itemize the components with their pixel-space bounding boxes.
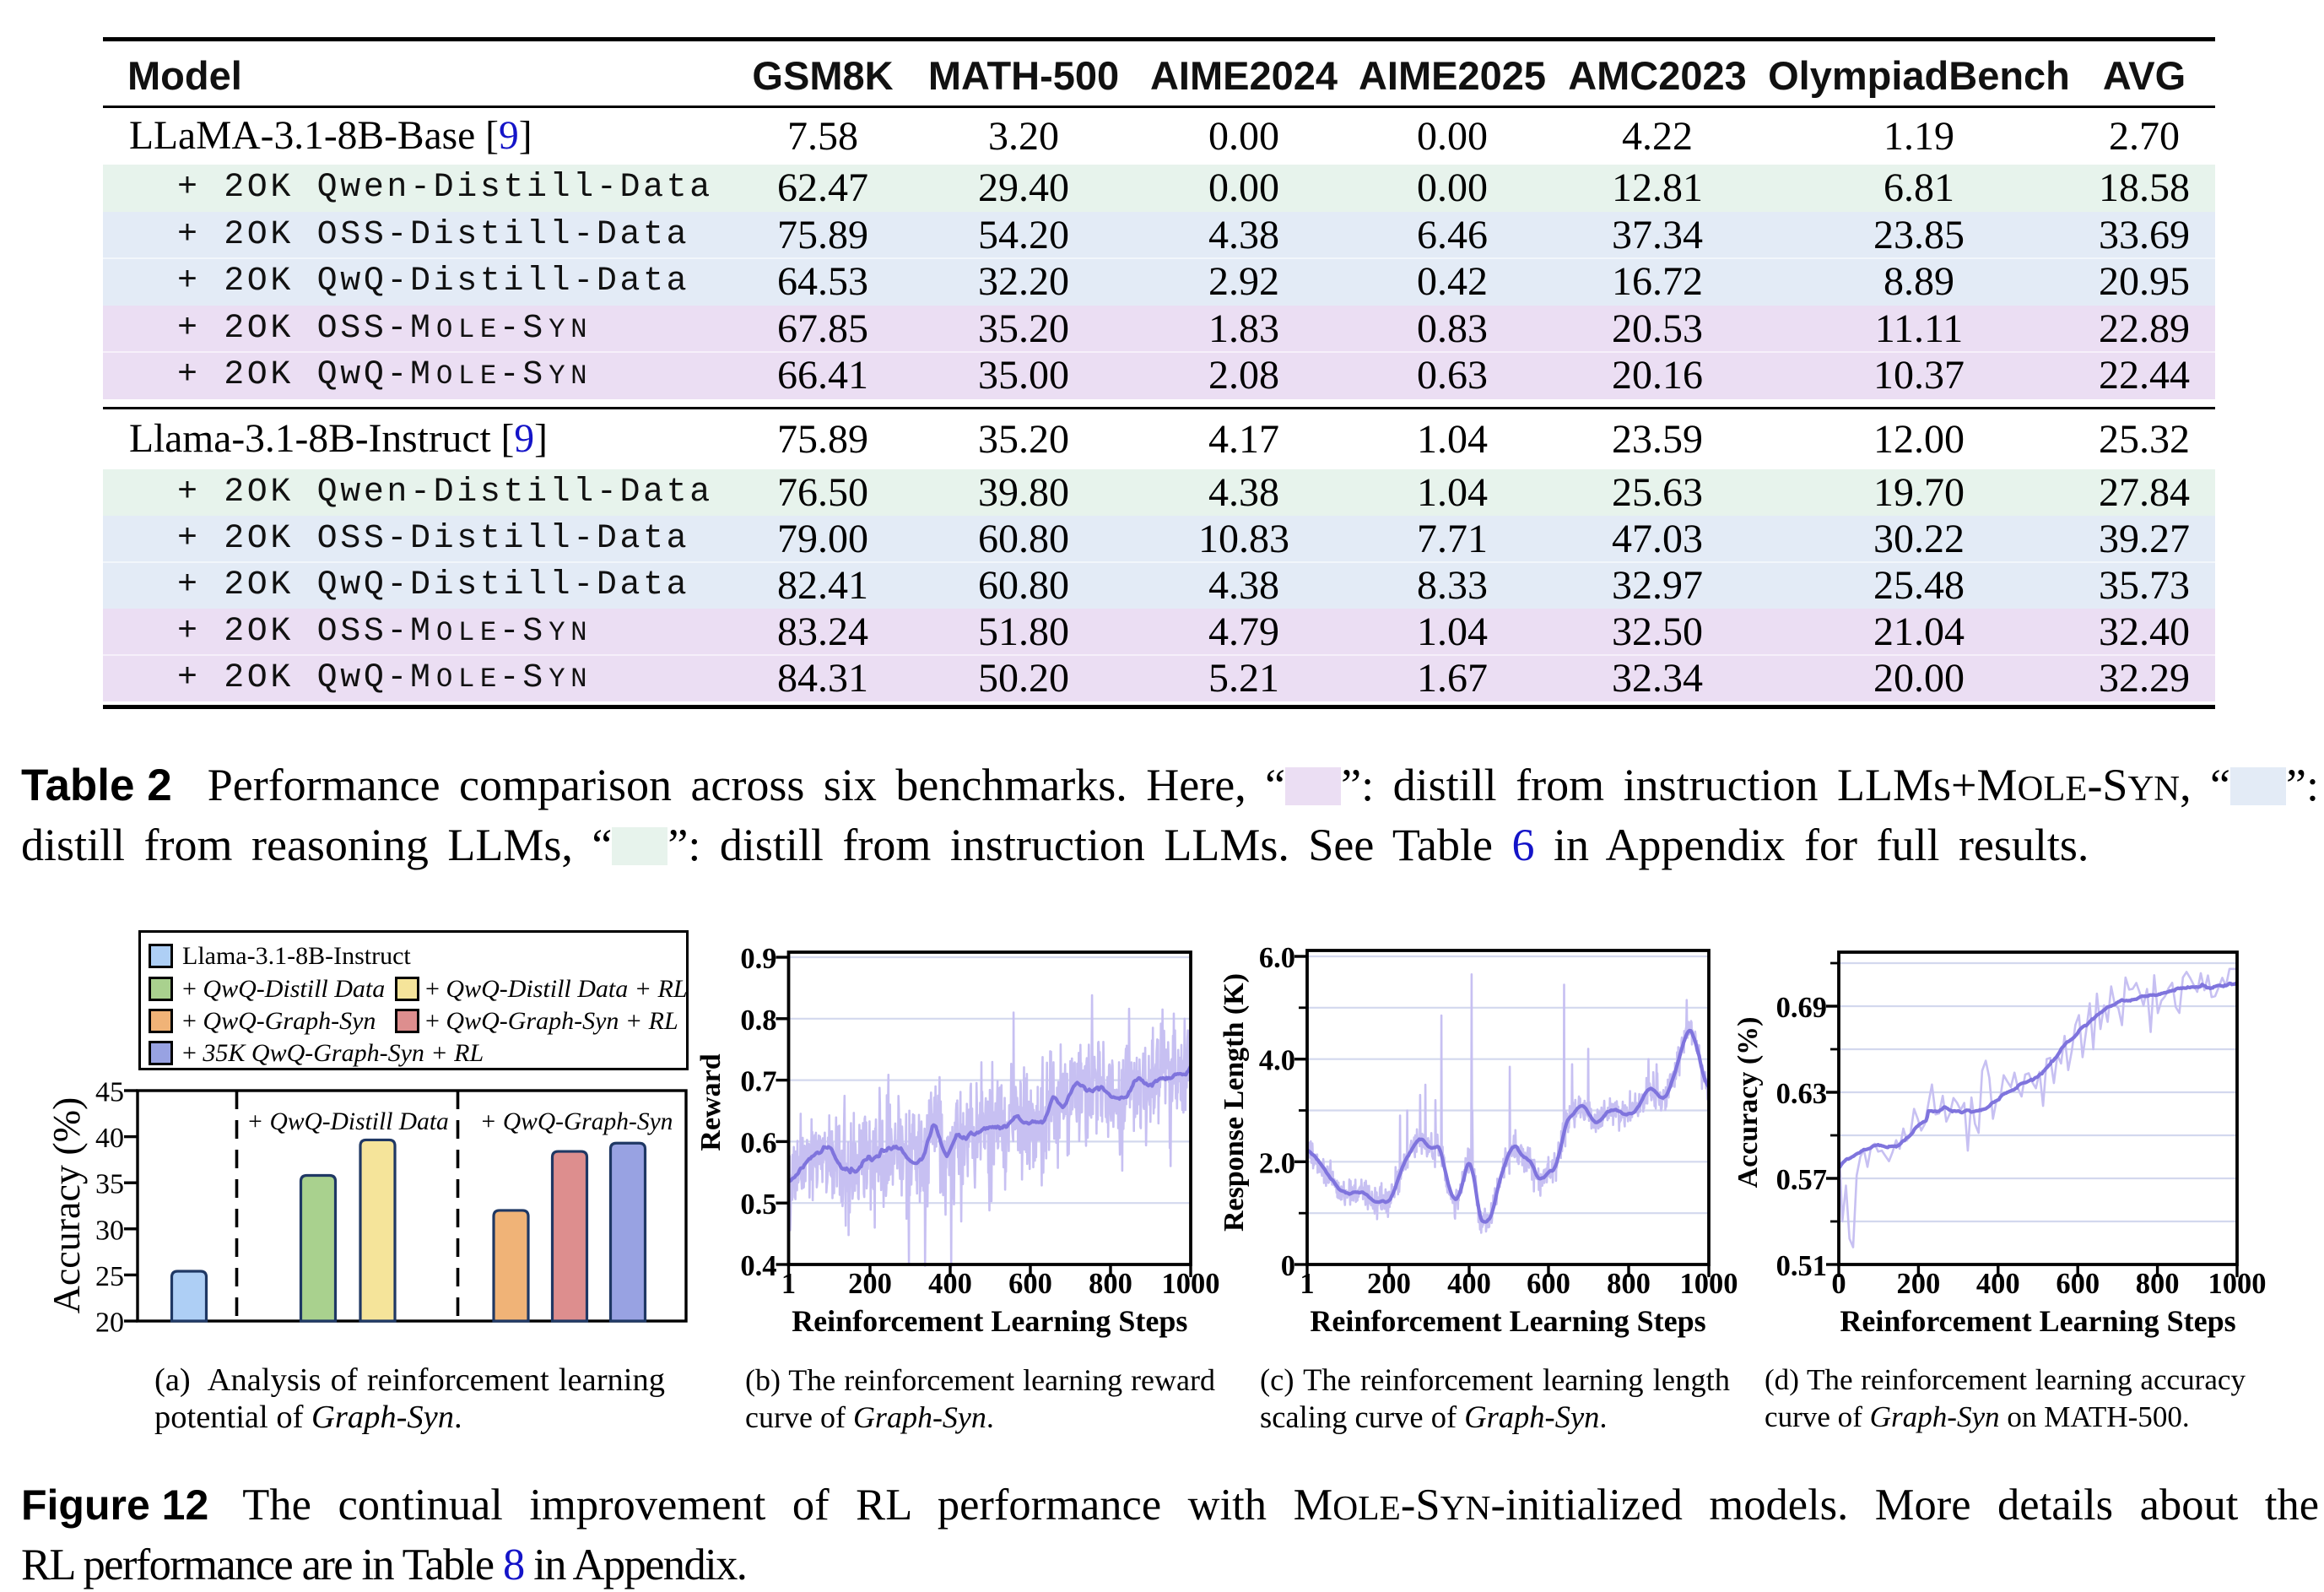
svg-text:0.5: 0.5 [740,1189,776,1221]
svg-text:40: 40 [95,1123,124,1154]
svg-text:+ QwQ-Graph-Syn: + QwQ-Graph-Syn [480,1108,673,1135]
svg-text:1000: 1000 [1680,1268,1738,1300]
svg-text:0.8: 0.8 [740,1004,776,1037]
svg-text:0.7: 0.7 [740,1066,776,1098]
svg-text:200: 200 [1897,1268,1941,1300]
svg-text:Accuracy (%): Accuracy (%) [1732,1017,1764,1189]
svg-text:1: 1 [1300,1268,1314,1300]
svg-text:2.0: 2.0 [1259,1147,1295,1179]
svg-text:Reinforcement Learning Steps: Reinforcement Learning Steps [792,1304,1187,1338]
svg-text:200: 200 [848,1268,892,1300]
svg-text:4.0: 4.0 [1259,1045,1295,1077]
svg-text:0.69: 0.69 [1776,992,1827,1024]
svg-text:45: 45 [95,1077,124,1108]
svg-text:1000: 1000 [1162,1268,1220,1300]
svg-text:Reinforcement Learning Steps: Reinforcement Learning Steps [1310,1304,1705,1338]
svg-text:400: 400 [1976,1268,2020,1300]
svg-text:200: 200 [1367,1268,1411,1300]
svg-text:Reward: Reward [695,1053,727,1151]
svg-text:Reinforcement Learning Steps: Reinforcement Learning Steps [1840,1304,2235,1338]
svg-text:800: 800 [1607,1268,1651,1300]
svg-text:800: 800 [1089,1268,1132,1300]
svg-text:600: 600 [2056,1268,2100,1300]
svg-text:400: 400 [928,1268,972,1300]
svg-text:0: 0 [1831,1268,1846,1300]
svg-text:6.0: 6.0 [1259,942,1295,974]
svg-text:0.57: 0.57 [1776,1164,1827,1196]
svg-text:600: 600 [1008,1268,1052,1300]
svg-text:35: 35 [95,1169,124,1200]
svg-text:0.63: 0.63 [1776,1078,1827,1110]
svg-text:0.51: 0.51 [1776,1250,1827,1282]
svg-text:Response Length (K): Response Length (K) [1219,973,1250,1232]
svg-text:0.9: 0.9 [740,943,776,975]
svg-text:20: 20 [95,1308,124,1339]
svg-text:0.4: 0.4 [740,1250,776,1282]
svg-text:400: 400 [1447,1268,1491,1300]
svg-text:0: 0 [1281,1250,1295,1282]
svg-text:25: 25 [95,1261,124,1292]
svg-text:1000: 1000 [2208,1268,2267,1300]
svg-text:0.6: 0.6 [740,1127,776,1159]
svg-text:+ QwQ-Distill Data: + QwQ-Distill Data [246,1108,449,1135]
svg-text:600: 600 [1527,1268,1570,1300]
svg-text:Accuracy (%): Accuracy (%) [45,1097,88,1314]
svg-text:800: 800 [2136,1268,2180,1300]
svg-text:30: 30 [95,1215,124,1246]
svg-text:1: 1 [781,1268,796,1300]
